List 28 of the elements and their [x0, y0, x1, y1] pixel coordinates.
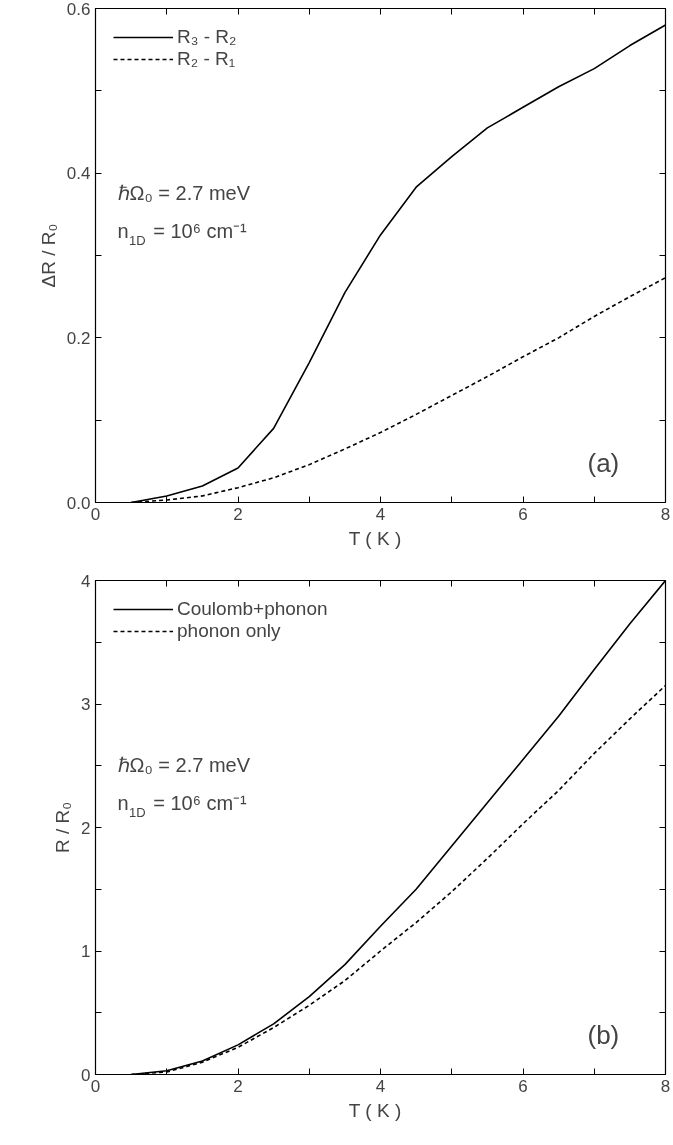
x-axis-title: T ( K )	[348, 527, 402, 549]
y-tick-label: 2	[81, 818, 91, 838]
y-tick-label: 1	[81, 942, 91, 961]
y-tick-label: 3	[81, 695, 91, 714]
x-tick-label: 6	[518, 1076, 528, 1096]
annotation: ℏΩ₀ = 2.7 meV	[117, 753, 251, 776]
x-tick-label: 2	[233, 1076, 243, 1096]
legend-label: Coulomb+phonon	[177, 598, 328, 620]
y-tick-label: 0.6	[66, 0, 91, 19]
annotation: (b)	[587, 1019, 620, 1050]
y-tick-label: 0.0	[66, 493, 91, 513]
annotation: ℏΩ₀ = 2.7 meV	[117, 181, 251, 204]
y-tick-label: 0.4	[66, 164, 91, 184]
x-axis-title: T ( K )	[348, 1099, 402, 1121]
x-tick-label: 4	[375, 1076, 386, 1096]
x-tick-label: 8	[660, 504, 671, 524]
legend-label: R₃ - R₂	[177, 26, 237, 48]
y-axis-title: R / R₀	[52, 801, 74, 854]
y-axis-title: ΔR / R₀	[37, 223, 59, 288]
y-tick-label: 4	[81, 571, 91, 591]
x-tick-label: 6	[518, 504, 528, 524]
x-tick-label: 8	[660, 1076, 671, 1096]
x-tick-label: 4	[375, 504, 386, 524]
x-tick-label: 2	[233, 504, 243, 524]
annotation: (a)	[587, 447, 620, 478]
y-tick-label: 0.2	[66, 328, 91, 348]
legend-label: R₂ - R₁	[177, 48, 236, 70]
legend-label: phonon only	[177, 620, 281, 642]
